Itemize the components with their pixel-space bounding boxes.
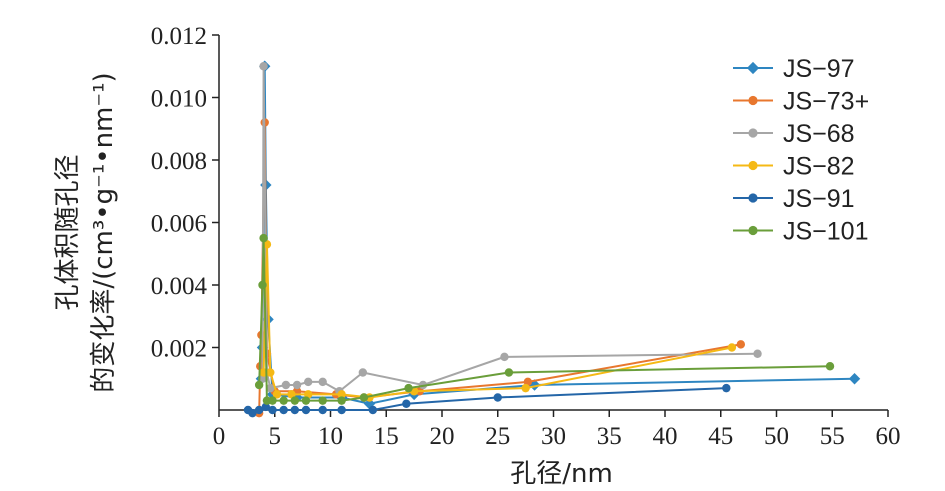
data-point (261, 402, 271, 412)
x-tick-label: 15 (374, 423, 399, 450)
series (243, 60, 861, 418)
data-point (266, 383, 275, 393)
data-point (262, 240, 272, 249)
data-point (254, 405, 264, 415)
data-point (848, 373, 861, 385)
data-point (500, 352, 509, 362)
legend-item: JS−101 (733, 218, 869, 246)
series-line (260, 65, 855, 405)
legend-item: JS−82 (733, 153, 855, 181)
x-tick-label: 55 (820, 423, 845, 450)
series-3 (258, 62, 762, 396)
legend-item: JS−97 (733, 55, 855, 83)
data-point (359, 393, 369, 402)
x-tick-label: 45 (708, 423, 733, 450)
data-point (279, 396, 288, 405)
legend-label: JS−68 (783, 120, 855, 148)
series-2 (254, 118, 746, 418)
data-point (402, 399, 411, 408)
data-point (504, 368, 514, 377)
y-axis-title-line-1: 孔体积随孔径 (53, 154, 83, 310)
y-tick-label: 0.004 (151, 273, 208, 300)
series-line (261, 65, 758, 393)
x-tick-label: 10 (318, 423, 343, 450)
data-point (521, 383, 530, 393)
y-axis-title-line-2: 的变化率/(cm³•g⁻¹•nm⁻¹) (89, 72, 119, 392)
data-point (268, 405, 277, 415)
data-point (259, 233, 268, 243)
x-axis-title: 孔径/nm (510, 459, 613, 489)
data-point (318, 377, 327, 387)
data-point (287, 390, 296, 399)
data-point (493, 393, 502, 402)
y-tick-label: 0.008 (151, 148, 207, 175)
data-point (258, 280, 267, 290)
legend-label: JS−82 (783, 153, 855, 181)
data-point (254, 380, 264, 390)
data-point (528, 379, 541, 391)
y-tick-label: 0.006 (151, 211, 207, 238)
data-point (736, 340, 746, 349)
legend-label: JS−97 (783, 55, 855, 83)
data-point (259, 62, 268, 71)
x-tick-label: 35 (597, 423, 622, 450)
data-point (825, 362, 835, 371)
series-6 (254, 233, 835, 405)
data-point (727, 343, 737, 352)
data-point (337, 396, 346, 405)
data-point (301, 396, 311, 405)
x-tick-label: 25 (485, 423, 510, 450)
y-tick-label: 0.010 (151, 86, 207, 113)
data-point (368, 405, 378, 415)
x-tick-label: 60 (876, 423, 901, 450)
series-4 (259, 240, 737, 402)
data-point (358, 368, 368, 377)
data-point (748, 225, 758, 236)
data-point (266, 368, 275, 377)
data-point (292, 380, 302, 390)
ticks: 0 5 10 15 20 25 30 35 40 45 50 55 60 0.002 0.004 0.006 0… (151, 23, 901, 450)
data-point (404, 383, 413, 393)
x-tick-label: 30 (541, 423, 566, 450)
legend-label: JS−73+ (783, 88, 869, 116)
data-point (272, 390, 282, 399)
data-point (748, 193, 758, 203)
legend: JS−97 JS−73+ JS−68 JS−82 JS−91 JS−101 (733, 55, 869, 246)
y-tick-label: 0.012 (151, 23, 207, 50)
data-point (304, 377, 313, 387)
data-point (748, 95, 758, 106)
data-point (281, 380, 291, 390)
legend-label: JS−101 (783, 218, 869, 246)
data-point (748, 160, 758, 171)
data-point (753, 349, 762, 358)
legend-item: JS−68 (733, 120, 855, 148)
legend-label: JS−91 (783, 185, 855, 213)
x-tick-label: 5 (269, 423, 282, 450)
series-5 (243, 383, 731, 418)
data-point (746, 61, 760, 75)
data-point (337, 390, 346, 399)
x-tick-label: 50 (764, 423, 789, 450)
data-point (290, 405, 300, 415)
y-tick-label: 0.002 (151, 336, 207, 363)
data-point (268, 396, 277, 405)
data-point (301, 405, 311, 415)
x-tick-label: 0 (213, 423, 226, 450)
x-tick-label: 40 (653, 423, 678, 450)
data-point (748, 128, 758, 138)
data-point (722, 383, 731, 393)
data-point (279, 405, 288, 415)
data-point (318, 396, 327, 405)
legend-item: JS−91 (733, 185, 855, 213)
data-point (248, 408, 257, 418)
data-point (318, 405, 327, 415)
legend-item: JS−73+ (733, 88, 869, 116)
series-line (258, 237, 831, 402)
data-point (337, 405, 346, 415)
x-tick-label: 20 (430, 423, 455, 450)
data-point (290, 396, 300, 405)
